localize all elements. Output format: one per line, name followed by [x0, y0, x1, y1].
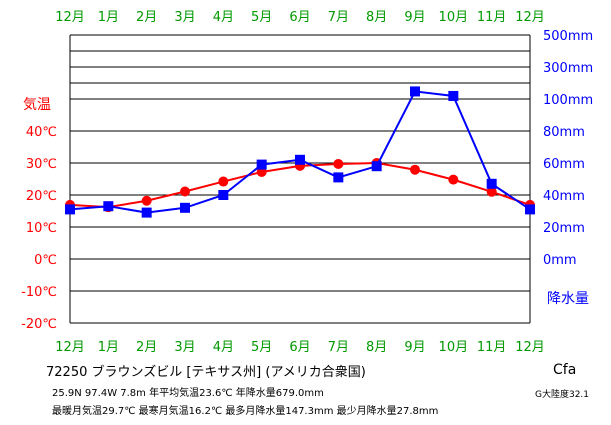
x-tick-label-top: 4月 [213, 10, 234, 25]
data-series [65, 86, 535, 218]
precipitation-point [448, 90, 459, 101]
x-tick-label-bottom: 3月 [174, 340, 195, 355]
y-tick-label-right: 20mm [543, 221, 585, 236]
precipitation-point [256, 159, 267, 170]
temperature-point [141, 195, 152, 206]
y-axis-label-left: 気温 [23, 97, 51, 113]
x-tick-label-bottom: 1月 [98, 340, 119, 355]
x-tick-label-top: 7月 [328, 10, 349, 25]
precipitation-point [410, 86, 420, 97]
station-title: 72250 ブラウンズビル [テキサス州] (アメリカ合衆国) [46, 365, 366, 380]
precipitation-point [141, 207, 152, 218]
y-tick-label-left: 30℃ [26, 157, 57, 172]
x-tick-label-bottom: 5月 [251, 340, 272, 355]
x-tick-label-top: 11月 [477, 10, 507, 25]
x-tick-label-top: 12月 [55, 10, 85, 25]
x-tick-label-bottom: 9月 [404, 340, 425, 355]
x-tick-label-bottom: 2月 [136, 340, 157, 355]
x-tick-label-top: 8月 [366, 10, 387, 25]
x-tick-label-top: 3月 [174, 10, 195, 25]
axis-frame [69, 35, 531, 323]
y-axis-label-right: 降水量 [547, 291, 589, 307]
temperature-point [218, 176, 229, 187]
precipitation-point [333, 172, 344, 183]
y-tick-label-left: -10℃ [21, 285, 57, 300]
station-extremes: 最暖月気温29.7℃ 最寒月気温16.2℃ 最多月降水量147.3mm 最少月降… [52, 406, 439, 417]
x-tick-label-bottom: 8月 [366, 340, 387, 355]
temperature-point [448, 174, 459, 185]
climate-code: Cfa [553, 362, 577, 378]
y-tick-label-right: 60mm [543, 157, 585, 172]
precipitation-point [218, 190, 229, 200]
x-tick-label-top: 1月 [98, 10, 119, 25]
x-tick-label-bottom: 12月 [515, 340, 545, 355]
station-summary: 25.9N 97.4W 7.8m 年平均気温23.6℃ 年降水量679.0mm [52, 388, 324, 399]
x-tick-label-top: 9月 [404, 10, 425, 25]
temperature-point [333, 158, 344, 169]
x-tick-label-top: 6月 [289, 10, 310, 25]
temperature-point [180, 186, 190, 197]
axis-labels: 12月 1月 2月 3月 4月 5月 6月 7月 8月 9月 10月 11月 12月 12月 1月 2月 3月 4… [21, 10, 593, 355]
y-tick-label-left: 20℃ [26, 189, 57, 204]
y-tick-label-right: 300mm [543, 61, 593, 76]
x-tick-label-bottom: 6月 [289, 340, 310, 355]
x-tick-label-top: 5月 [251, 10, 272, 25]
y-tick-label-right: 40mm [543, 189, 585, 204]
precipitation-point [295, 154, 305, 165]
x-tick-label-top: 10月 [439, 10, 469, 25]
y-tick-label-left: 40℃ [26, 125, 57, 140]
y-tick-label-left: -20℃ [21, 317, 57, 332]
x-tick-label-bottom: 11月 [477, 340, 507, 355]
temperature-point [410, 164, 420, 175]
precipitation-point [103, 201, 114, 212]
y-tick-label-right: 0mm [543, 253, 577, 268]
precipitation-point [65, 204, 75, 215]
x-tick-label-bottom: 4月 [213, 340, 234, 355]
precipitation-line [69, 90, 531, 214]
y-tick-label-right: 500mm [543, 29, 593, 44]
y-tick-label-right: 80mm [543, 125, 585, 140]
x-tick-label-bottom: 7月 [328, 340, 349, 355]
temperature-point [486, 186, 497, 197]
y-tick-label-left: 0℃ [34, 253, 57, 268]
x-tick-label-bottom: 12月 [55, 340, 85, 355]
precipitation-point [180, 202, 190, 213]
precipitation-point [525, 204, 535, 215]
precipitation-point [486, 178, 497, 189]
x-tick-label-top: 12月 [515, 10, 545, 25]
grid-lines [70, 34, 530, 324]
continentality-index: G大陸度32.1 [535, 390, 590, 400]
x-tick-label-top: 2月 [136, 10, 157, 25]
precipitation-point [371, 161, 382, 172]
y-tick-label-right: 100mm [543, 93, 593, 108]
x-tick-label-bottom: 10月 [439, 340, 469, 355]
y-tick-label-left: 10℃ [26, 221, 57, 236]
